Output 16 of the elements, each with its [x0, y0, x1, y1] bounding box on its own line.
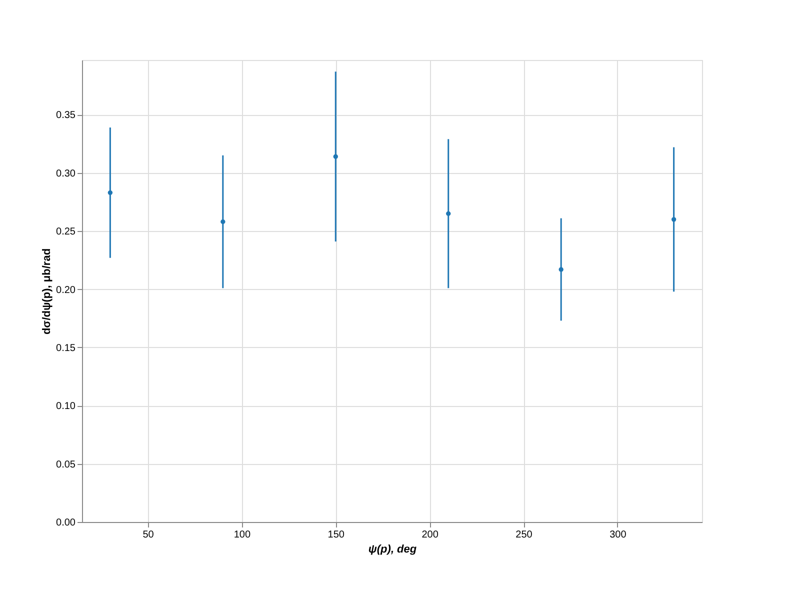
y-tick-label: 0.35 — [56, 110, 76, 122]
y-tick-label: 0.25 — [56, 226, 76, 238]
y-tick-label: 0.15 — [56, 342, 76, 354]
y-tick-label: 0.00 — [56, 518, 76, 528]
x-tick-label: 150 — [328, 530, 345, 540]
x-tick-label: 250 — [516, 530, 533, 540]
y-tick-label: 0.05 — [56, 459, 76, 470]
y-tick-label: 0.10 — [56, 401, 76, 412]
x-tick-label: 100 — [234, 530, 251, 540]
x-axis-title: ψ(p), deg — [368, 544, 417, 556]
y-tick-label: 0.20 — [56, 284, 76, 296]
x-tick-label: 50 — [142, 530, 154, 540]
y-axis-title: dσ/dψ(p), μb/rad — [41, 248, 54, 335]
x-tick-label: 300 — [610, 530, 627, 540]
y-tick-label: 0.30 — [56, 168, 76, 180]
x-tick-label: 200 — [422, 530, 439, 540]
